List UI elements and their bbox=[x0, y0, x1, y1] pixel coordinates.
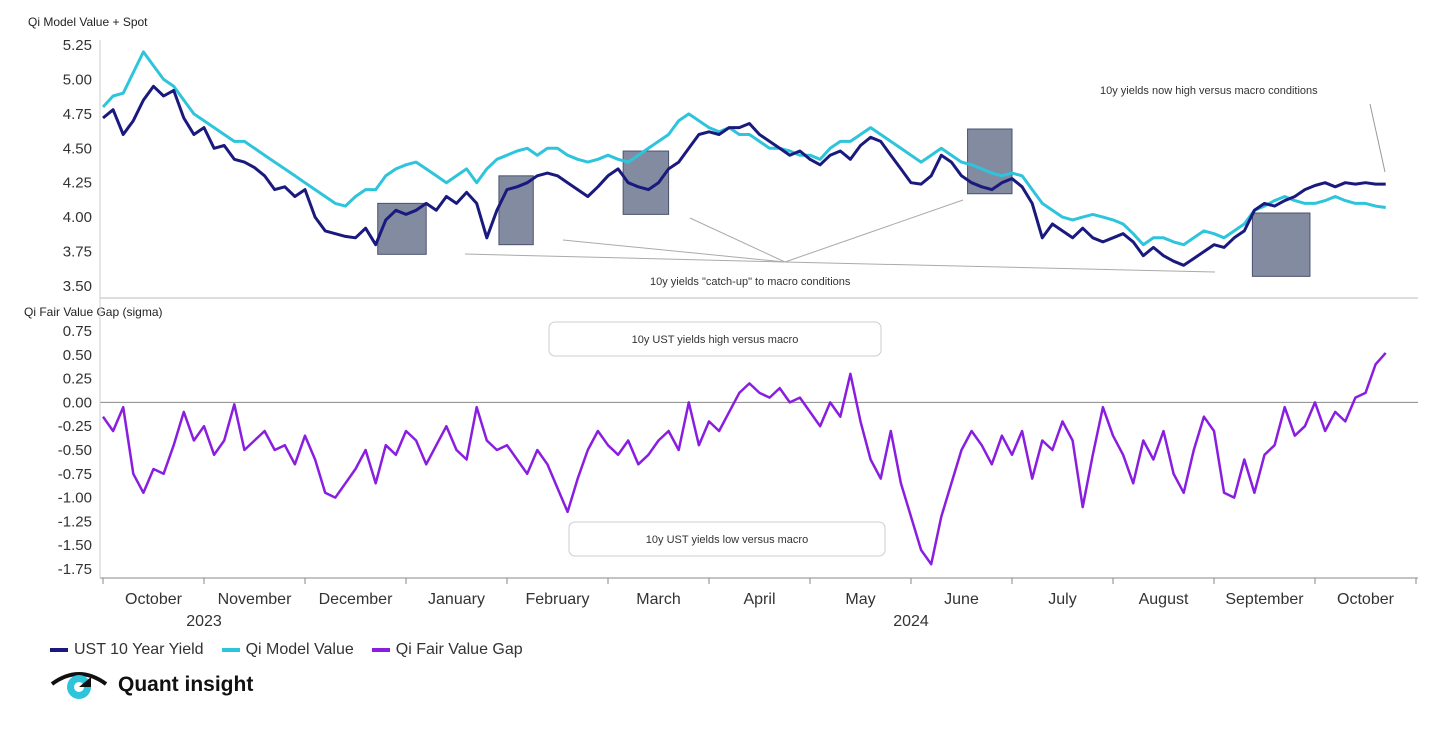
legend-swatch-gap bbox=[371, 648, 390, 652]
bottom-ytick-label: -1.75 bbox=[58, 561, 92, 578]
gap-high-callout-text: 10y UST yields high versus macro bbox=[632, 334, 799, 346]
legend-swatch-yield bbox=[50, 648, 68, 652]
eye-logo-icon bbox=[50, 672, 108, 699]
legend-label-gap: Qi Fair Value Gap bbox=[395, 641, 523, 658]
top-ytick-label: 3.50 bbox=[63, 278, 92, 295]
x-year-label-2023: 2023 bbox=[186, 613, 222, 630]
ust-10y-yield-line bbox=[102, 84, 1386, 267]
x-month-label: June bbox=[944, 591, 979, 608]
x-year-label-2024: 2024 bbox=[893, 613, 929, 630]
annotation-arrow bbox=[689, 217, 786, 263]
legend-swatch-model bbox=[221, 648, 240, 652]
annotation-arrow bbox=[1369, 103, 1386, 173]
x-month-label: November bbox=[218, 591, 292, 608]
top-ytick-label: 5.00 bbox=[63, 71, 92, 88]
top-panel-title: Qi Model Value + Spot bbox=[28, 15, 148, 29]
gap-low-callout-text: 10y UST yields low versus macro bbox=[646, 534, 808, 546]
bottom-ytick-label: -0.75 bbox=[58, 466, 92, 483]
annotation-catch-up: 10y yields "catch-up" to macro condition… bbox=[650, 276, 851, 288]
legend-item-gap: Qi Fair Value Gap bbox=[371, 641, 523, 659]
annotation-arrow bbox=[464, 253, 786, 263]
fair-value-gap-panel: Qi Fair Value Gap (sigma) 0.75 0.50 0.25 0.… bbox=[24, 305, 1418, 578]
x-month-label: April bbox=[743, 591, 775, 608]
legend-label-model: Qi Model Value bbox=[245, 641, 354, 658]
top-ytick-label: 3.75 bbox=[63, 244, 92, 261]
top-ytick-label: 4.75 bbox=[63, 106, 92, 123]
bottom-ytick-label: -1.25 bbox=[58, 513, 92, 530]
qi-fair-value-gap-line bbox=[101, 352, 1387, 566]
legend-item-yield: UST 10 Year Yield bbox=[50, 641, 204, 659]
bottom-ytick-label: -0.25 bbox=[58, 418, 92, 435]
x-month-label: January bbox=[428, 591, 485, 608]
x-axis: October November December January February Ma… bbox=[99, 40, 1418, 630]
x-month-label: August bbox=[1139, 591, 1189, 608]
bottom-ytick-label: 0.50 bbox=[63, 347, 92, 364]
x-month-label: September bbox=[1225, 591, 1304, 608]
legend-item-model: Qi Model Value bbox=[221, 641, 354, 659]
top-ytick-label: 4.25 bbox=[63, 175, 92, 192]
model-value-panel: Qi Model Value + Spot 5.25 5.00 4.75 4.50 4.… bbox=[28, 15, 1418, 299]
legend-label-yield: UST 10 Year Yield bbox=[74, 641, 204, 658]
gap-low-callout bbox=[568, 521, 886, 557]
bottom-ytick-label: -0.50 bbox=[58, 442, 92, 459]
gap-high-callout bbox=[548, 321, 882, 357]
legend: UST 10 Year Yield Qi Model Value Qi Fair… bbox=[50, 641, 523, 659]
qi-model-value-line bbox=[101, 50, 1386, 247]
bottom-panel-title: Qi Fair Value Gap (sigma) bbox=[24, 305, 163, 319]
x-month-label: February bbox=[525, 591, 589, 608]
top-ytick-label: 4.50 bbox=[63, 140, 92, 157]
x-month-label: March bbox=[636, 591, 680, 608]
catch-up-highlight-box bbox=[1251, 212, 1311, 277]
bottom-ytick-label: 0.00 bbox=[63, 394, 92, 411]
annotation-arrow bbox=[784, 199, 964, 263]
annotation-high-vs-macro: 10y yields now high versus macro conditi… bbox=[1100, 85, 1318, 97]
x-month-label: December bbox=[319, 591, 393, 608]
top-ytick-label: 5.25 bbox=[63, 37, 92, 54]
logo-text: Quant insight bbox=[118, 673, 254, 696]
bottom-ytick-label: -1.50 bbox=[58, 537, 92, 554]
quant-insight-logo: Quant insight bbox=[50, 668, 253, 702]
bottom-ytick-label: -1.00 bbox=[58, 490, 92, 507]
top-ytick-label: 4.00 bbox=[63, 209, 92, 226]
x-month-label: October bbox=[1337, 591, 1395, 608]
catch-up-highlight-box bbox=[377, 202, 427, 255]
bottom-ytick-label: 0.75 bbox=[63, 323, 92, 340]
x-month-label: May bbox=[845, 591, 875, 608]
annotation-arrow bbox=[562, 239, 786, 263]
x-month-label: October bbox=[125, 591, 183, 608]
x-month-label: July bbox=[1048, 591, 1076, 608]
bottom-ytick-label: 0.25 bbox=[63, 371, 92, 388]
annotation-arrow bbox=[784, 261, 1216, 273]
